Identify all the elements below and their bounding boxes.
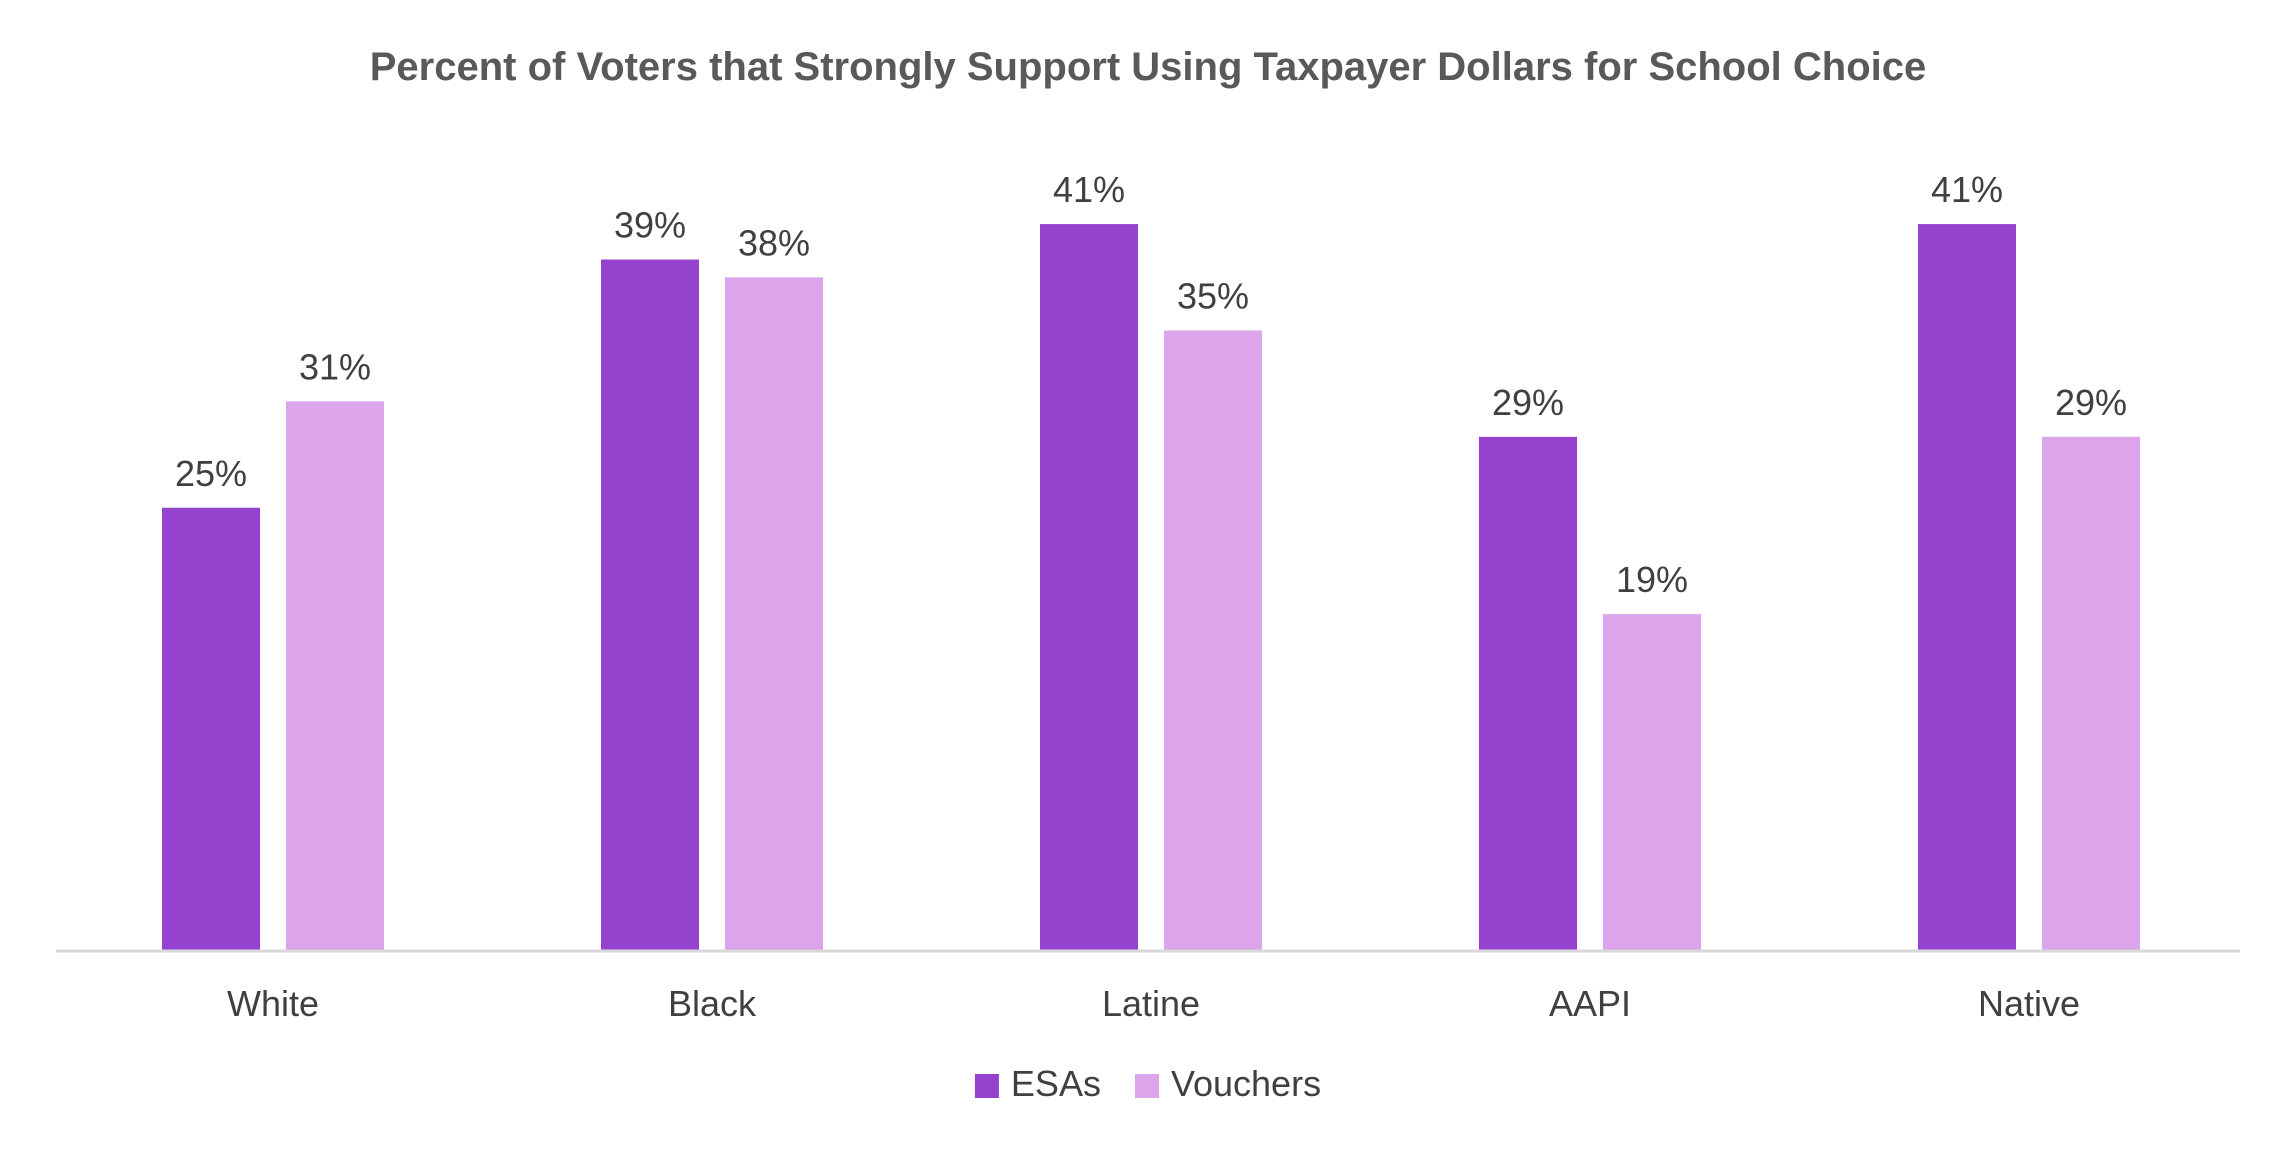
bar-esas-black (601, 259, 699, 951)
category-label-aapi: AAPI (1549, 983, 1631, 1024)
bar-vouchers-latine (1164, 330, 1262, 951)
category-label-latine: Latine (1102, 983, 1200, 1024)
legend-label-vouchers: Vouchers (1171, 1063, 1321, 1104)
bar-esas-aapi (1479, 436, 1577, 952)
legend: ESAs Vouchers (974, 1063, 1321, 1104)
bar-esas-white (162, 507, 260, 951)
data-label-esas-aapi: 29% (1492, 382, 1564, 423)
bar-vouchers-white (286, 401, 384, 951)
data-labels-layer: 25% 31% 39% 38% 41% 35% 29% 19% 41% 29% (175, 169, 2127, 600)
bar-vouchers-native (2042, 436, 2140, 952)
category-label-black: Black (668, 983, 757, 1024)
bar-vouchers-black (725, 277, 823, 951)
category-label-white: White (227, 983, 319, 1024)
legend-swatch-vouchers (1134, 1074, 1159, 1098)
legend-swatch-esas (974, 1074, 999, 1098)
category-label-native: Native (1978, 983, 2080, 1024)
data-label-esas-white: 25% (175, 453, 247, 494)
data-label-esas-latine: 41% (1053, 169, 1125, 210)
data-label-vouchers-black: 38% (738, 222, 810, 263)
data-label-vouchers-latine: 35% (1177, 275, 1249, 316)
bar-vouchers-aapi (1603, 614, 1701, 951)
chart-title: Percent of Voters that Strongly Support … (370, 45, 1927, 89)
data-label-esas-black: 39% (614, 205, 686, 246)
data-label-vouchers-native: 29% (2055, 382, 2127, 423)
data-label-vouchers-white: 31% (299, 346, 371, 387)
bar-esas-latine (1040, 224, 1138, 951)
bar-esas-native (1918, 224, 2016, 951)
bars-layer (162, 224, 2140, 952)
category-labels-layer: White Black Latine AAPI Native (227, 983, 2080, 1024)
data-label-esas-native: 41% (1931, 169, 2003, 210)
data-label-vouchers-aapi: 19% (1616, 559, 1688, 600)
legend-label-esas: ESAs (1011, 1063, 1101, 1104)
